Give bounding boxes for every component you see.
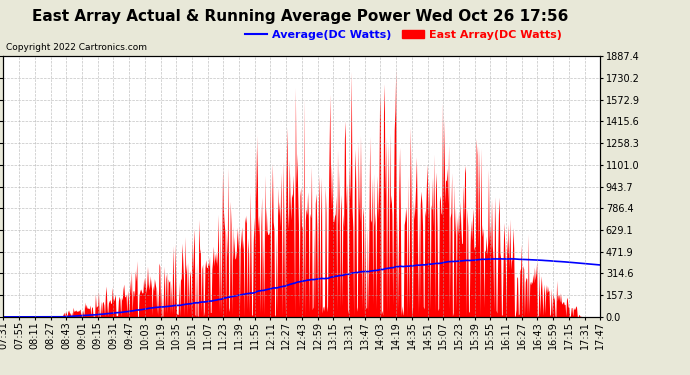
Text: Copyright 2022 Cartronics.com: Copyright 2022 Cartronics.com (6, 43, 146, 52)
Text: East Array Actual & Running Average Power Wed Oct 26 17:56: East Array Actual & Running Average Powe… (32, 9, 569, 24)
Legend: Average(DC Watts), East Array(DC Watts): Average(DC Watts), East Array(DC Watts) (241, 26, 566, 44)
